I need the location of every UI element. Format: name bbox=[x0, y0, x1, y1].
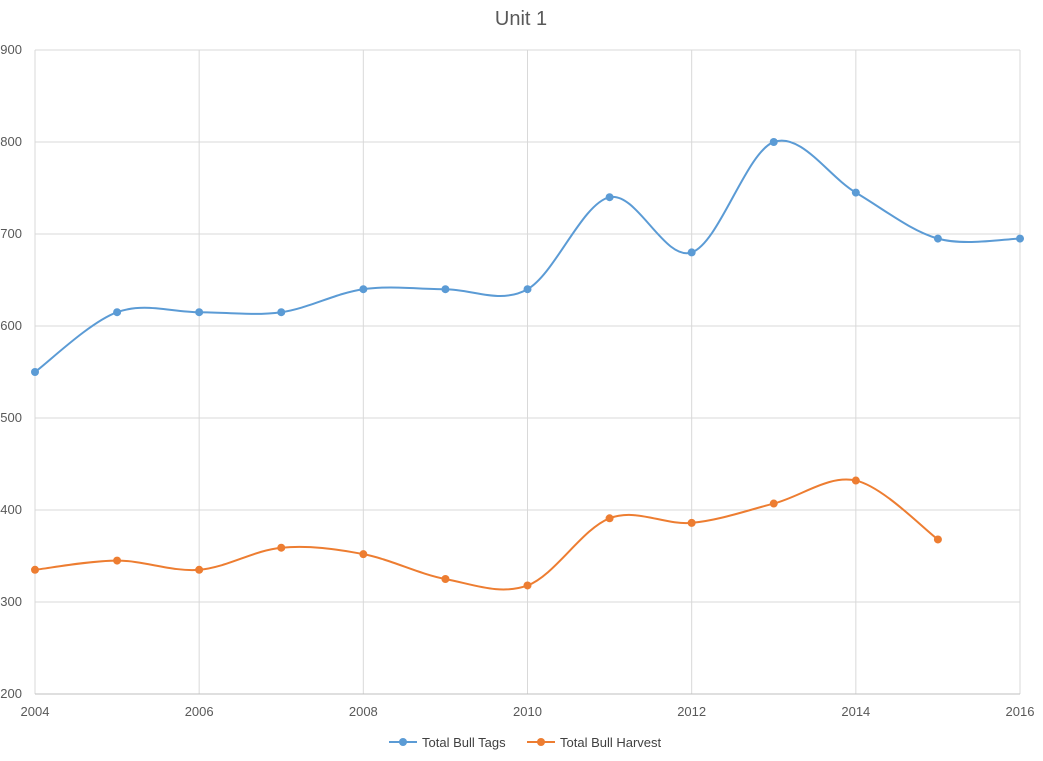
y-axis-ticks: 200 300 400 500 600 700 800 900 bbox=[0, 42, 22, 701]
data-point bbox=[195, 308, 204, 317]
chart-title: Unit 1 bbox=[495, 8, 547, 30]
data-point bbox=[277, 543, 286, 552]
series-line-total-bull-harvest bbox=[34, 478, 939, 591]
data-point bbox=[1016, 234, 1024, 243]
data-point bbox=[277, 308, 286, 317]
x-tick-label: 2014 bbox=[841, 704, 870, 719]
y-tick-label: 900 bbox=[0, 42, 22, 57]
data-point bbox=[605, 514, 614, 523]
data-point bbox=[523, 581, 532, 590]
data-point bbox=[851, 476, 860, 485]
x-tick-label: 2010 bbox=[513, 704, 542, 719]
data-point bbox=[933, 234, 942, 243]
data-point bbox=[113, 556, 122, 565]
x-tick-label: 2006 bbox=[185, 704, 214, 719]
y-tick-label: 800 bbox=[0, 134, 22, 149]
data-point bbox=[359, 285, 368, 294]
y-tick-label: 600 bbox=[0, 318, 22, 333]
x-tick-label: 2004 bbox=[21, 704, 50, 719]
legend-marker bbox=[537, 738, 545, 746]
legend-label: Total Bull Tags bbox=[422, 735, 506, 750]
y-tick-label: 500 bbox=[0, 410, 22, 425]
series-total-bull-harvest bbox=[31, 476, 942, 591]
x-tick-label: 2008 bbox=[349, 704, 378, 719]
legend-marker bbox=[399, 738, 407, 746]
x-tick-label: 2016 bbox=[1006, 704, 1035, 719]
y-tick-label: 200 bbox=[0, 686, 22, 701]
y-tick-label: 400 bbox=[0, 502, 22, 517]
y-tick-label: 300 bbox=[0, 594, 22, 609]
data-point bbox=[31, 565, 39, 574]
data-point bbox=[31, 368, 39, 376]
data-point bbox=[769, 138, 778, 146]
data-point bbox=[195, 565, 204, 574]
data-point bbox=[441, 285, 450, 294]
data-point bbox=[605, 193, 614, 202]
gridlines bbox=[34, 49, 1021, 695]
data-point bbox=[441, 575, 450, 583]
legend-label: Total Bull Harvest bbox=[560, 735, 662, 750]
x-axis-ticks: 2004 2006 2008 2010 2012 2014 2016 bbox=[21, 704, 1035, 719]
data-point bbox=[359, 550, 368, 559]
data-point bbox=[933, 535, 942, 544]
legend: Total Bull Tags Total Bull Harvest bbox=[389, 735, 662, 750]
data-point bbox=[769, 499, 778, 508]
data-point bbox=[851, 188, 860, 197]
series-total-bull-tags bbox=[31, 138, 1024, 376]
legend-item-total-bull-tags: Total Bull Tags bbox=[389, 735, 506, 750]
data-point bbox=[113, 308, 122, 317]
data-point bbox=[523, 285, 532, 294]
y-tick-label: 700 bbox=[0, 226, 22, 241]
x-tick-label: 2012 bbox=[677, 704, 706, 719]
legend-item-total-bull-harvest: Total Bull Harvest bbox=[527, 735, 662, 750]
series-layer bbox=[31, 138, 1024, 591]
data-point bbox=[687, 248, 696, 257]
data-point bbox=[687, 518, 696, 527]
